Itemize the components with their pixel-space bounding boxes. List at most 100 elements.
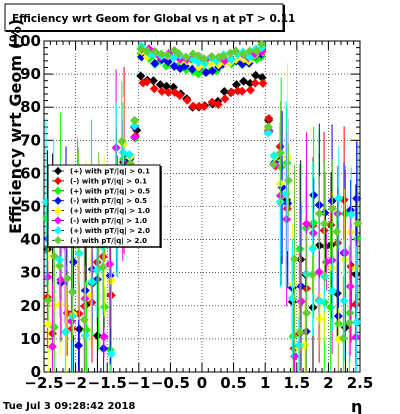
data-point [175, 91, 185, 101]
data-point [130, 121, 140, 131]
data-point [275, 148, 285, 158]
data-point [308, 244, 318, 254]
data-point [117, 136, 127, 146]
data-point [314, 296, 324, 306]
data-point [181, 52, 191, 62]
data-point [56, 275, 66, 285]
data-point [193, 69, 203, 79]
x-tick-label: −0.5 [151, 374, 190, 392]
data-point [226, 55, 236, 65]
legend-marker [54, 176, 62, 185]
x-tick-label: 1.5 [284, 374, 311, 392]
data-point [199, 54, 209, 64]
data-point [309, 190, 319, 200]
data-point [148, 76, 158, 86]
data-point [302, 308, 312, 318]
x-tick-label: 2 [323, 374, 333, 392]
data-point [199, 102, 209, 112]
data-point [43, 272, 53, 282]
y-tick-label: 80 [20, 98, 41, 116]
y-tick-label: 60 [20, 164, 41, 182]
data-point [188, 101, 198, 111]
y-tick-label: 30 [20, 264, 41, 282]
data-point [49, 251, 59, 261]
data-point [268, 160, 278, 170]
y-tick-labels: 0 10 20 30 40 50 60 70 80 90 100 [10, 32, 41, 381]
data-point [163, 57, 173, 67]
data-point [333, 209, 343, 219]
data-point [263, 122, 273, 132]
data-point [351, 332, 361, 342]
data-point [295, 327, 305, 337]
legend-marker [54, 206, 62, 215]
data-point [283, 176, 293, 186]
data-point [132, 125, 142, 135]
data-point [289, 254, 299, 264]
chart-title: Efficiency wrt Geom for Global vs η at p… [12, 13, 295, 25]
data-point [81, 330, 91, 340]
data-point [207, 66, 217, 76]
data-point [55, 261, 65, 271]
data-point [180, 61, 190, 71]
data-point [332, 227, 342, 237]
data-point [99, 332, 109, 342]
data-point [98, 262, 108, 272]
data-point [43, 295, 53, 305]
data-point [220, 94, 230, 104]
data-point [315, 314, 325, 324]
data-point [319, 219, 329, 229]
data-point [345, 281, 355, 291]
data-point [245, 46, 255, 56]
legend-entry: (+) with pT/|q| > 2.0 [70, 227, 150, 236]
legend: (+) with pT/|q| > 0.1 (-) with pT/|q| > 0… [47, 164, 162, 248]
x-tick-labels: −2.5 −2 −1.5 −1 −0.5 0 0.5 1 1.5 2 2.5 [24, 374, 373, 392]
legend-entry: (-) with pT/|q| > 0.5 [70, 197, 147, 206]
data-point [238, 49, 248, 59]
data-point [245, 78, 255, 88]
x-tick-label: −2 [64, 374, 87, 392]
data-point [308, 228, 318, 238]
data-point [43, 319, 53, 329]
legend-entry: (+) with pT/|q| > 1.0 [70, 207, 150, 216]
data-point [245, 85, 255, 95]
x-tick-label: 1 [260, 374, 270, 392]
data-point [302, 219, 312, 229]
data-point [219, 86, 229, 96]
data-point [136, 52, 146, 62]
data-point [142, 77, 152, 87]
x-tick-label: −2.5 [24, 374, 63, 392]
data-point [74, 248, 84, 258]
data-point [129, 132, 139, 142]
data-point [79, 315, 89, 325]
data-point [264, 113, 274, 123]
data-point [232, 80, 242, 90]
data-point [73, 340, 83, 350]
data-point [327, 255, 337, 265]
y-axis-label: Efficiency wrt Geom (%) [6, 19, 25, 234]
data-point [130, 115, 140, 125]
data-point [258, 78, 268, 88]
legend-marker [54, 167, 62, 175]
data-point [327, 204, 337, 214]
data-point [334, 193, 344, 203]
legend-entry: (+) with pT/|q| > 0.5 [70, 187, 150, 196]
data-point [187, 64, 197, 74]
data-point [214, 60, 224, 70]
data-point [314, 267, 324, 277]
data-point [136, 71, 146, 81]
data-point [257, 73, 267, 83]
data-point [296, 296, 306, 306]
data-point [295, 244, 305, 254]
legend-marker [54, 226, 62, 235]
legend-marker [54, 236, 62, 245]
legend-marker [54, 216, 62, 225]
x-tick-label: 0 [197, 374, 207, 392]
data-point [142, 46, 152, 56]
data-point [62, 273, 72, 283]
data-point [344, 318, 354, 328]
legend-entry: (+) with pT/|q| > 0.1 [70, 168, 150, 177]
data-point [340, 248, 350, 258]
y-tick-label: 20 [20, 297, 41, 315]
data-point [288, 331, 298, 341]
